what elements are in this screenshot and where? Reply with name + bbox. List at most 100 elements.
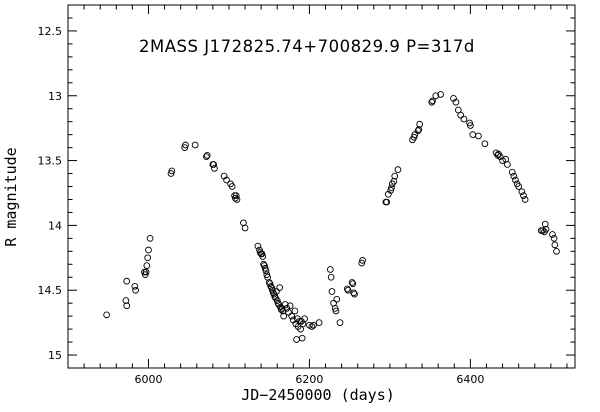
data-point bbox=[508, 168, 516, 176]
data-point bbox=[539, 227, 547, 234]
data-point bbox=[328, 288, 336, 295]
data-point bbox=[452, 98, 460, 106]
y-tick-label: 14 bbox=[48, 219, 62, 232]
data-point bbox=[132, 286, 139, 294]
data-point bbox=[520, 192, 527, 199]
data-point bbox=[228, 183, 236, 190]
data-point bbox=[553, 247, 560, 255]
data-point bbox=[223, 176, 230, 184]
data-point bbox=[350, 289, 358, 297]
data-point bbox=[143, 262, 151, 269]
y-tick-label: 13.5 bbox=[38, 155, 63, 168]
data-point bbox=[411, 131, 419, 138]
data-point bbox=[469, 131, 477, 138]
data-point bbox=[298, 334, 306, 342]
data-point bbox=[203, 153, 210, 161]
plot-border bbox=[67, 4, 576, 369]
data-point bbox=[145, 246, 152, 254]
data-point bbox=[308, 323, 316, 330]
data-point bbox=[123, 277, 131, 285]
data-point bbox=[432, 92, 440, 100]
data-point bbox=[550, 235, 558, 242]
data-point bbox=[310, 321, 317, 329]
data-point bbox=[518, 188, 526, 196]
data-point bbox=[499, 157, 506, 164]
data-point bbox=[388, 184, 395, 192]
data-point bbox=[291, 307, 299, 315]
data-point bbox=[416, 120, 424, 128]
data-point bbox=[210, 161, 218, 168]
data-point bbox=[262, 267, 270, 275]
data-point bbox=[504, 161, 511, 168]
data-point bbox=[344, 286, 352, 294]
data-point bbox=[285, 308, 292, 316]
data-point bbox=[348, 279, 356, 286]
data-point bbox=[467, 122, 474, 129]
data-point bbox=[168, 167, 176, 175]
data-point bbox=[332, 307, 340, 315]
x-tick-label: 6200 bbox=[295, 373, 323, 386]
data-point bbox=[437, 91, 444, 98]
data-point bbox=[286, 302, 294, 310]
data-point bbox=[301, 315, 308, 323]
data-point bbox=[144, 254, 152, 262]
data-point bbox=[542, 225, 550, 233]
data-point bbox=[123, 302, 131, 310]
data-point bbox=[203, 152, 211, 159]
data-point bbox=[191, 141, 199, 149]
data-point bbox=[233, 196, 241, 203]
data-point bbox=[288, 312, 296, 320]
data-point bbox=[211, 165, 218, 172]
data-point bbox=[512, 176, 519, 184]
data-point bbox=[333, 295, 341, 303]
data-point bbox=[315, 319, 323, 326]
data-point bbox=[142, 268, 150, 276]
data-point bbox=[390, 177, 398, 185]
data-point bbox=[359, 257, 366, 264]
data-point bbox=[515, 183, 523, 190]
data-point bbox=[475, 132, 482, 140]
data-point bbox=[428, 98, 436, 106]
y-tick-label: 14.5 bbox=[38, 284, 63, 297]
data-point bbox=[541, 220, 549, 228]
data-point bbox=[549, 231, 556, 238]
data-point bbox=[343, 285, 351, 293]
data-point bbox=[351, 290, 358, 298]
data-point bbox=[182, 141, 189, 149]
data-point bbox=[391, 172, 399, 180]
data-point bbox=[232, 192, 240, 199]
data-point bbox=[241, 224, 249, 232]
y-tick-label: 12.5 bbox=[38, 25, 63, 38]
x-tick-label: 6000 bbox=[134, 373, 162, 386]
data-points bbox=[103, 91, 560, 343]
data-point bbox=[103, 311, 110, 319]
x-axis-title: JD−2450000 (days) bbox=[241, 386, 395, 404]
data-point bbox=[551, 241, 559, 249]
data-point bbox=[131, 282, 139, 290]
data-point bbox=[460, 115, 468, 123]
data-point bbox=[280, 312, 288, 320]
data-point bbox=[383, 198, 391, 206]
data-point bbox=[510, 172, 518, 180]
x-tick-label: 6400 bbox=[456, 373, 484, 386]
data-point bbox=[349, 280, 357, 288]
data-point bbox=[260, 260, 267, 268]
axis-ticks: 6000 6200 6400 12.5 13 13.5 14 14.5 15 bbox=[38, 5, 575, 386]
data-point bbox=[276, 284, 284, 291]
data-point bbox=[327, 266, 334, 273]
y-tick-label: 13 bbox=[48, 90, 62, 103]
data-point bbox=[122, 297, 130, 304]
data-point bbox=[415, 126, 423, 133]
data-point bbox=[429, 97, 436, 105]
data-point bbox=[281, 301, 289, 308]
y-tick-label: 15 bbox=[48, 349, 62, 362]
plot-frame bbox=[67, 4, 576, 369]
data-point bbox=[336, 319, 344, 326]
data-point bbox=[273, 288, 280, 295]
data-point bbox=[521, 196, 529, 203]
data-point bbox=[254, 242, 262, 250]
data-point bbox=[293, 336, 300, 343]
data-point bbox=[481, 140, 489, 148]
data-point bbox=[414, 127, 422, 135]
chart-title: 2MASS J172825.74+700829.9 P=317d bbox=[139, 37, 475, 56]
